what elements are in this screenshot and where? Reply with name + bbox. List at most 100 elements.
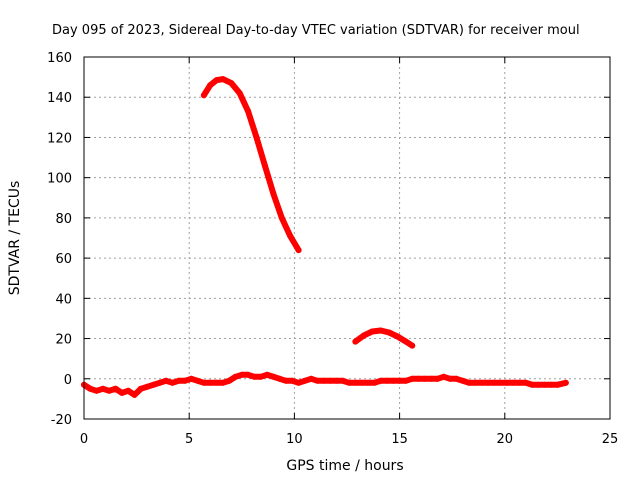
data-point (137, 385, 144, 392)
data-point (466, 379, 472, 386)
data-point (415, 375, 422, 382)
data-point (118, 389, 125, 396)
data-point (352, 338, 359, 345)
data-point (87, 385, 94, 392)
x-tick-label: 0 (80, 432, 88, 447)
data-point (276, 375, 283, 382)
data-point (213, 379, 220, 386)
data-point (93, 387, 100, 394)
data-point (207, 82, 214, 89)
data-point (213, 77, 220, 84)
x-tick-label: 15 (391, 432, 408, 447)
data-point (238, 371, 245, 378)
axis-ticks (83, 56, 611, 420)
data-point (257, 373, 264, 380)
data-point (283, 377, 289, 384)
data-point (402, 377, 409, 384)
data-point (358, 379, 365, 386)
data-point (377, 377, 384, 384)
y-tick-label: 100 (47, 172, 72, 187)
data-point (434, 375, 441, 382)
data-point (125, 387, 132, 394)
data-point (261, 162, 268, 169)
data-point (150, 381, 157, 388)
y-tick-label: 80 (55, 212, 72, 227)
y-tick-label: 140 (47, 91, 72, 106)
data-point (396, 377, 403, 384)
data-point (428, 375, 435, 382)
data-point (156, 379, 163, 386)
data-point (287, 233, 294, 239)
x-axis-label: GPS time / hours (286, 458, 403, 474)
data-point (554, 381, 561, 388)
data-point (541, 381, 548, 388)
data-point (200, 379, 207, 386)
data-point (163, 377, 170, 384)
data-point (447, 375, 454, 382)
y-tick-label: 20 (55, 333, 72, 348)
y-axis-label: SDTVAR / TECUs (7, 181, 23, 296)
data-point (289, 377, 296, 384)
data-point (200, 92, 207, 99)
data-point (228, 80, 235, 87)
x-tick-label: 20 (497, 432, 514, 447)
data-point (440, 373, 447, 380)
data-point (182, 377, 188, 384)
data-point (226, 377, 233, 384)
data-point (253, 134, 260, 141)
data-point (270, 373, 277, 380)
y-tick-label: 120 (47, 131, 72, 146)
data-point (295, 379, 302, 386)
data-point (207, 379, 214, 386)
data-point (295, 247, 302, 254)
data-point (131, 391, 138, 398)
x-tick-labels: 0 5 10 15 20 25 (80, 432, 618, 447)
data-point (245, 371, 252, 378)
y-tick-label: 40 (55, 292, 72, 307)
data-point (236, 90, 243, 97)
data-point (497, 379, 504, 386)
data-point (320, 377, 327, 384)
data-point (522, 379, 529, 386)
data-point (219, 379, 226, 386)
series-layer (81, 76, 569, 398)
series-segment-1 (200, 76, 302, 254)
data-point (402, 338, 409, 345)
data-point (333, 377, 340, 384)
data-point (314, 377, 321, 384)
y-tick-label: 0 (64, 373, 72, 388)
data-point (264, 371, 270, 378)
data-point (491, 379, 498, 386)
data-point (308, 375, 315, 382)
data-point (384, 377, 390, 384)
data-point (365, 379, 371, 386)
data-point (245, 108, 252, 115)
plot-frame (83, 56, 611, 420)
data-point (548, 381, 555, 388)
data-point (270, 190, 277, 197)
data-point (421, 375, 428, 382)
data-point (371, 379, 378, 386)
data-point (278, 214, 285, 221)
data-point (106, 387, 113, 394)
data-point (112, 385, 119, 392)
data-point (516, 379, 523, 386)
data-point (175, 377, 182, 384)
data-point (485, 379, 491, 386)
y-tick-label: -20 (51, 413, 72, 428)
x-tick-label: 10 (286, 432, 303, 447)
data-point (144, 383, 151, 390)
data-point (339, 377, 346, 384)
data-point (251, 373, 258, 380)
data-point (219, 76, 226, 83)
data-point (169, 379, 176, 386)
data-point (194, 377, 201, 384)
data-point (562, 379, 569, 386)
chart-title: Day 095 of 2023, Sidereal Day-to-day VTE… (52, 23, 580, 38)
data-point (327, 377, 334, 384)
data-point (360, 332, 367, 339)
x-tick-label: 25 (602, 432, 619, 447)
data-point (503, 379, 510, 386)
grid-lines (84, 57, 610, 419)
